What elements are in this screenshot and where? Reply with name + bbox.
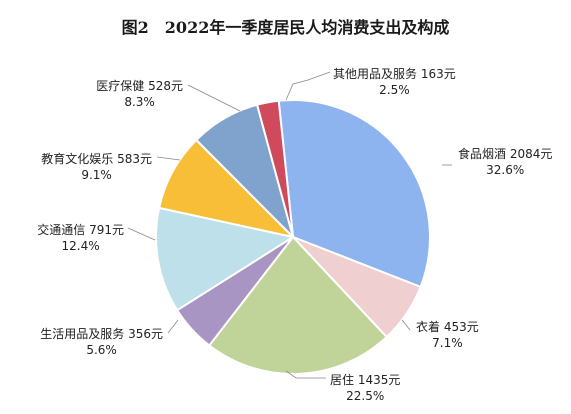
chart-title-text: 2022年一季度居民人均消费支出及构成 [164, 18, 450, 37]
slice-label: 居住 1435元 [330, 373, 400, 387]
chart-title: 图2 2022年一季度居民人均消费支出及构成 [0, 14, 571, 38]
slice-label: 教育文化娱乐 583元 [41, 151, 152, 166]
leader-line [156, 156, 181, 161]
leader-line [167, 319, 179, 334]
leader-line [285, 71, 331, 101]
slice-percent: 8.3% [124, 95, 155, 109]
leader-line [187, 84, 241, 112]
leader-line [127, 227, 156, 241]
slice-percent: 22.5% [346, 389, 384, 403]
slice-label: 其他用品及服务 163元 [333, 66, 456, 81]
slice-label: 食品烟酒 2084元 [458, 146, 552, 161]
leader-line [401, 319, 411, 331]
slice-percent: 7.1% [432, 336, 463, 350]
pie-slice [154, 206, 296, 312]
slice-label: 交通通信 791元 [37, 222, 124, 237]
pie-slice [207, 235, 389, 375]
slice-percent: 9.1% [81, 168, 112, 182]
pie-slice [255, 99, 294, 238]
pie-slice [157, 138, 297, 239]
slice-percent: 2.5% [379, 83, 410, 97]
slice-percent: 5.6% [86, 343, 117, 357]
pie-slice [277, 99, 431, 289]
slice-label: 医疗保健 528元 [96, 79, 183, 93]
slice-label: 生活用品及服务 356元 [40, 326, 163, 341]
slice-percent: 12.4% [62, 239, 100, 253]
slice-percent: 32.6% [486, 163, 524, 177]
slice-label: 衣着 453元 [416, 319, 479, 334]
leader-line [285, 370, 326, 379]
figure-label: 图2 [121, 18, 149, 37]
